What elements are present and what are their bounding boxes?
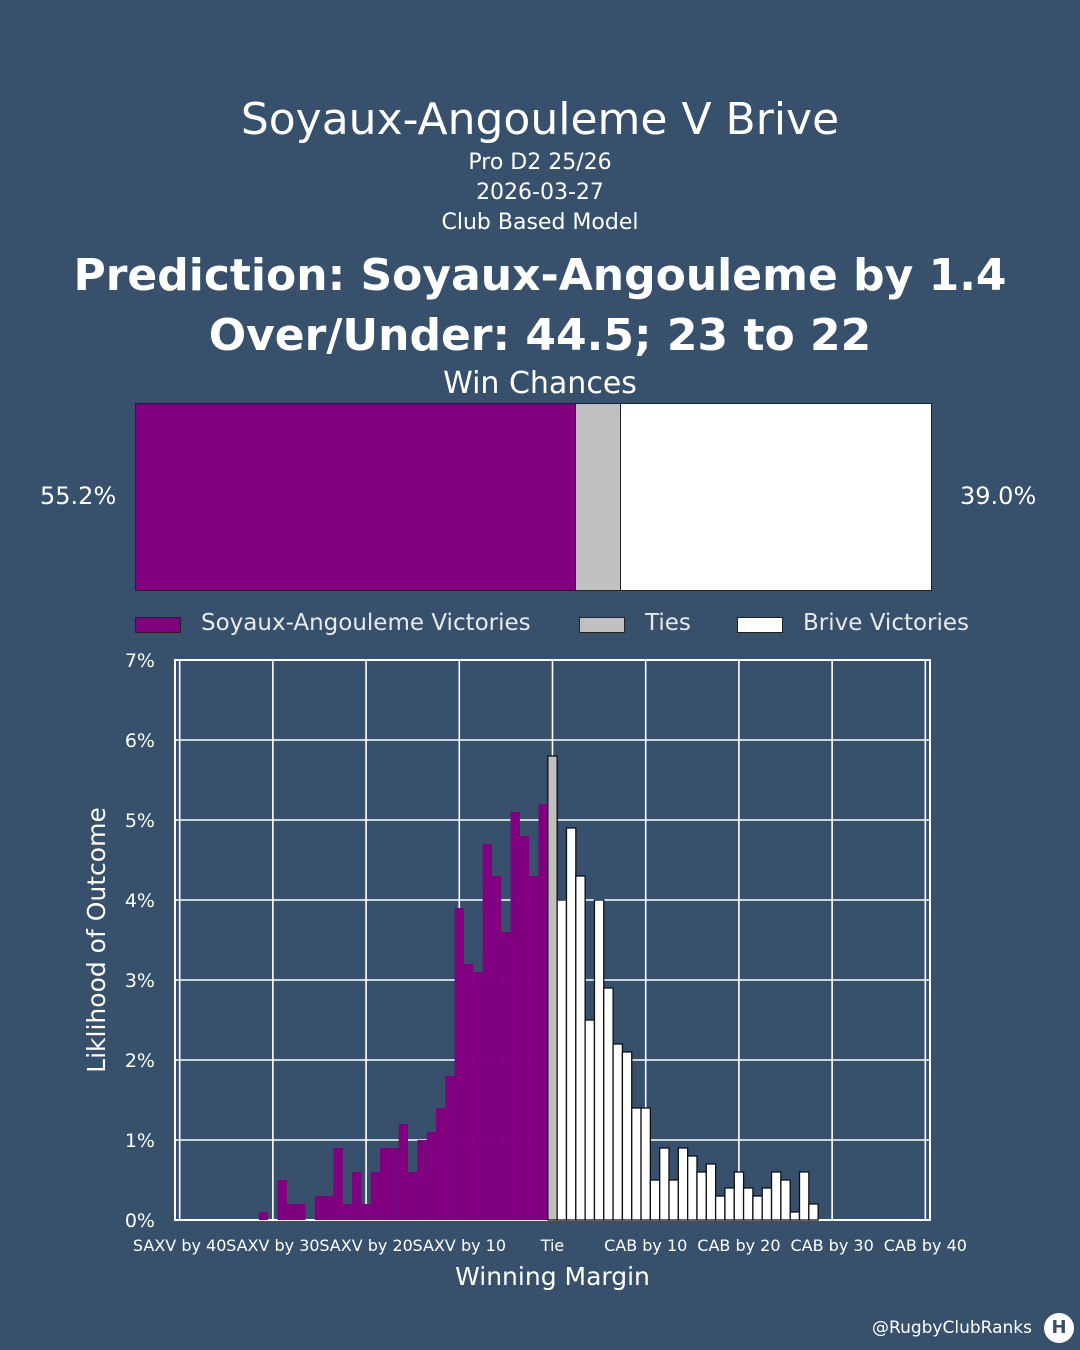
bar-away-margin bbox=[761, 1187, 773, 1221]
y-axis-label: Liklihood of Outcome bbox=[82, 807, 111, 1073]
bar-home-margin bbox=[519, 836, 530, 1220]
league-label: Pro D2 25/26 bbox=[468, 150, 612, 175]
bar-away-margin bbox=[556, 899, 568, 1221]
legend-label-home: Soyaux-Angouleme Victories bbox=[201, 610, 531, 636]
margin-histogram: 0%1%2%3%4%5%6%7%SAXV by 40 SAXV by 30 SAXV… bbox=[82, 650, 967, 1291]
chart-title: Soyaux-Angouleme V Brive bbox=[240, 94, 840, 145]
bar-home-margin bbox=[473, 972, 483, 1220]
bar-home-margin bbox=[482, 844, 492, 1220]
bar-home-margin bbox=[324, 1196, 334, 1220]
win-chances-bar bbox=[135, 403, 932, 591]
bar-home-margin bbox=[370, 1172, 381, 1220]
bar-home-margin bbox=[342, 1204, 353, 1220]
x-tick-label: CAB by 30 bbox=[791, 1236, 874, 1255]
bar-away-margin bbox=[780, 1179, 791, 1221]
bar-away-margin bbox=[733, 1171, 745, 1221]
y-tick-label: 4% bbox=[125, 890, 155, 912]
legend-swatch-home bbox=[135, 617, 181, 633]
legend-label-away: Brive Victories bbox=[803, 610, 970, 636]
win-bar-away-segment bbox=[620, 404, 931, 590]
bar-home-margin bbox=[445, 1076, 455, 1220]
over-under-text: Over/Under: 44.5; 23 to 22 bbox=[208, 310, 872, 361]
bar-home-margin bbox=[538, 804, 548, 1220]
bar-away-margin bbox=[631, 1107, 642, 1221]
y-tick-label: 2% bbox=[125, 1050, 155, 1072]
bar-home-margin bbox=[333, 1148, 343, 1220]
bar-home-margin bbox=[361, 1204, 371, 1220]
bar-home-margin bbox=[501, 932, 511, 1220]
bar-away-margin bbox=[603, 987, 614, 1221]
match-date: 2026-03-27 bbox=[476, 180, 604, 205]
bar-away-margin bbox=[584, 1019, 596, 1221]
x-tick-label: SAXV by 30 bbox=[226, 1236, 319, 1255]
bar-home-margin bbox=[286, 1204, 297, 1220]
bar-home-margin bbox=[314, 1196, 325, 1220]
win-bar-home-segment bbox=[136, 404, 575, 590]
x-tick-label: CAB by 10 bbox=[604, 1236, 687, 1255]
bar-home-margin bbox=[398, 1124, 409, 1220]
bar-away-margin bbox=[724, 1187, 735, 1221]
x-axis-label: Winning Margin bbox=[455, 1262, 650, 1291]
y-tick-label: 0% bbox=[125, 1210, 155, 1232]
y-tick-label: 1% bbox=[125, 1130, 155, 1152]
rugby-posts-logo: H bbox=[1044, 1313, 1074, 1343]
bar-home-margin bbox=[296, 1204, 306, 1220]
bar-home-margin bbox=[426, 1132, 436, 1220]
bar-home-margin bbox=[454, 908, 464, 1220]
away-win-pct: 39.0% bbox=[960, 482, 1037, 510]
bar-home-margin bbox=[491, 876, 502, 1220]
bar-away-margin bbox=[621, 1051, 633, 1221]
bar-home-margin bbox=[463, 964, 474, 1220]
bar-away-margin bbox=[705, 1163, 717, 1221]
bar-home-margin bbox=[389, 1148, 399, 1220]
bar-away-margin bbox=[696, 1171, 707, 1221]
prediction-text: Prediction: Soyaux-Angouleme by 1.4 bbox=[73, 250, 1007, 301]
bar-away-margin bbox=[593, 899, 605, 1221]
bar-away-margin bbox=[742, 1187, 754, 1221]
x-tick-label: SAXV by 40 bbox=[133, 1236, 226, 1255]
home-win-pct: 55.2% bbox=[40, 482, 117, 510]
bar-home-margin bbox=[258, 1212, 269, 1220]
bar-away-margin bbox=[798, 1171, 810, 1221]
y-tick-label: 5% bbox=[125, 810, 155, 832]
win-bar-tie-segment bbox=[574, 404, 621, 590]
bar-away-margin bbox=[789, 1211, 801, 1221]
twitter-handle: @RugbyClubRanks bbox=[872, 1318, 1032, 1338]
bar-away-margin bbox=[612, 1043, 624, 1221]
y-tick-label: 3% bbox=[125, 970, 155, 992]
bar-away-margin bbox=[659, 1147, 670, 1221]
bar-home-margin bbox=[408, 1172, 418, 1220]
bar-away-margin bbox=[575, 875, 586, 1221]
bar-home-margin bbox=[380, 1148, 390, 1220]
bar-home-margin bbox=[417, 1140, 427, 1220]
bar-away-margin bbox=[687, 1155, 698, 1221]
x-tick-label: CAB by 20 bbox=[697, 1236, 780, 1255]
x-tick-label: CAB by 40 bbox=[884, 1236, 967, 1255]
bar-tie bbox=[547, 755, 558, 1221]
x-tick-label: Tie bbox=[540, 1236, 565, 1255]
model-label: Club Based Model bbox=[441, 210, 639, 235]
bar-home-margin bbox=[529, 876, 539, 1220]
legend-swatch-tie bbox=[579, 617, 625, 633]
bar-away-margin bbox=[640, 1107, 652, 1221]
bar-away-margin bbox=[714, 1195, 726, 1221]
win-chances-title: Win Chances bbox=[443, 366, 637, 401]
bar-away-margin bbox=[770, 1171, 782, 1221]
bar-home-margin bbox=[435, 1108, 446, 1220]
x-tick-label: SAXV by 20 bbox=[319, 1236, 412, 1255]
y-tick-label: 6% bbox=[125, 730, 155, 752]
legend-swatch-away bbox=[737, 617, 783, 633]
bar-home-margin bbox=[352, 1172, 362, 1220]
bar-home-margin bbox=[277, 1180, 287, 1220]
bar-away-margin bbox=[677, 1147, 689, 1221]
x-tick-label: SAXV by 10 bbox=[413, 1236, 506, 1255]
bar-home-margin bbox=[510, 812, 520, 1220]
legend-label-tie: Ties bbox=[645, 610, 691, 636]
bar-away-margin bbox=[668, 1179, 679, 1221]
y-tick-label: 7% bbox=[125, 650, 155, 672]
bar-away-margin bbox=[808, 1203, 819, 1221]
bar-away-margin bbox=[752, 1195, 763, 1221]
bar-away-margin bbox=[649, 1179, 661, 1221]
bar-away-margin bbox=[565, 827, 577, 1221]
